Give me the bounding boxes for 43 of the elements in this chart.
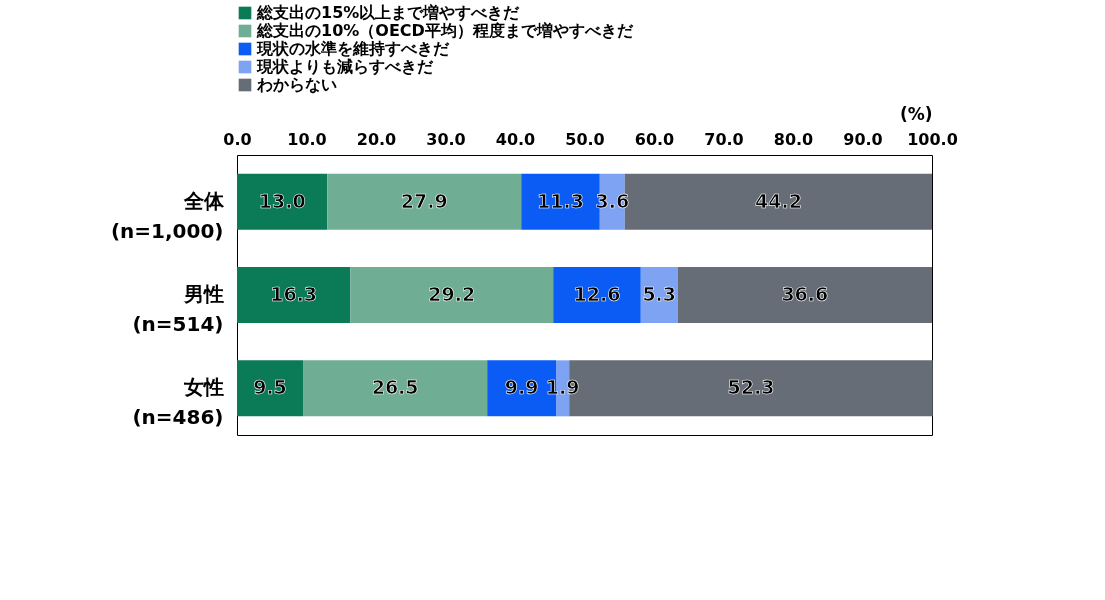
- x-tick-label: 40.0: [495, 129, 536, 149]
- x-axis-title: (%): [899, 103, 933, 124]
- legend-label: 総支出の10%（OECD平均）程度まで増やすべきだ: [256, 21, 634, 40]
- data-label: 9.5: [253, 376, 287, 399]
- data-label: 3.6: [595, 189, 630, 212]
- y-tick-label: 女性 (n=486): [132, 375, 224, 430]
- y-tick-label: 全体 (n=1,000): [110, 188, 225, 243]
- x-tick-label: 10.0: [287, 129, 327, 149]
- data-label: 36.6: [781, 283, 829, 305]
- bar: [237, 173, 328, 230]
- bar: [350, 267, 554, 323]
- data-label: 12.6: [573, 283, 621, 305]
- bar: [237, 360, 304, 417]
- bar: [327, 173, 522, 230]
- x-tick-label: 60.0: [634, 129, 675, 149]
- bar: [677, 267, 932, 323]
- bar: [553, 267, 641, 323]
- data-label: 52.3: [727, 376, 775, 399]
- data-label: 5.3: [642, 283, 677, 305]
- x-tick-label: 30.0: [426, 129, 466, 149]
- data-label: 9.9: [504, 376, 539, 399]
- data-label: 16.3: [270, 283, 318, 305]
- bar: [303, 360, 488, 417]
- data-label: 29.2: [428, 283, 476, 305]
- x-tick-label: 50.0: [565, 129, 605, 149]
- data-label: 27.9: [400, 189, 448, 212]
- data-label: 13.0: [258, 189, 306, 212]
- x-tick-label: 20.0: [356, 129, 397, 149]
- x-tick-label: 90.0: [843, 129, 883, 149]
- data-label: 11.3: [537, 189, 584, 212]
- data-label: 26.5: [371, 376, 419, 399]
- legend-label: 現状よりも減らすべきだ: [256, 57, 434, 76]
- x-tick-label: 0.0: [223, 129, 252, 149]
- legend-label: 総支出の15%以上まで増やすべきだ: [256, 3, 521, 22]
- y-tick-label: 男性 (n=514): [132, 282, 224, 336]
- x-tick-label: 70.0: [704, 129, 744, 149]
- legend-label: 現状の水準を維持すべきだ: [256, 39, 450, 58]
- legend-label: わからない: [256, 75, 337, 94]
- bar: [237, 267, 351, 323]
- x-tick-label: 80.0: [773, 129, 814, 149]
- data-label: 44.2: [754, 189, 802, 212]
- data-label: 1.9: [545, 376, 580, 399]
- x-tick-label: 100.0: [907, 129, 958, 149]
